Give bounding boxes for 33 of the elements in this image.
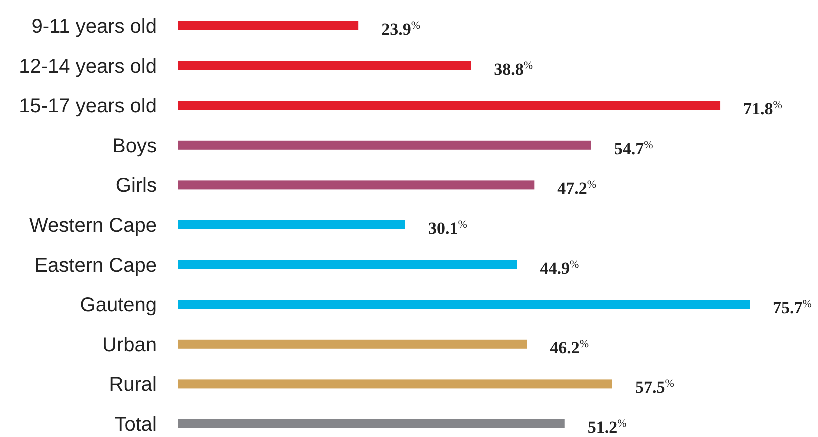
y-tick-label: Boys — [112, 135, 157, 158]
y-tick-label: Girls — [116, 175, 157, 198]
data-label: 47.2$^{%}$ — [558, 179, 597, 198]
data-label: 54.7$^{%}$ — [614, 139, 654, 158]
y-tick-label: 15-17 years old — [19, 96, 157, 118]
y-tick-label: Rural — [109, 374, 157, 396]
bar — [178, 340, 528, 349]
y-tick-label: 9-11 years old — [32, 16, 157, 38]
data-label: 44.9$^{%}$ — [540, 258, 580, 278]
bar — [178, 420, 565, 428]
data-label: 57.5$^{%}$ — [635, 378, 674, 398]
y-tick-label: Gauteng — [80, 294, 157, 317]
y-tick-label: Eastern Cape — [34, 254, 157, 277]
bar — [178, 380, 612, 389]
data-label: 46.2$^{%}$ — [550, 338, 590, 358]
y-tick-label: 12-14 years old — [19, 56, 157, 78]
y-tick-label: Urban — [102, 334, 157, 356]
bar — [178, 300, 750, 310]
bar — [178, 140, 592, 150]
bar — [178, 260, 518, 270]
data-label: 30.1$^{%}$ — [428, 219, 468, 238]
y-tick-label: Western Cape — [30, 215, 157, 237]
bar — [178, 101, 721, 110]
data-label: 38.8$^{%}$ — [494, 60, 534, 79]
bar — [178, 180, 535, 190]
data-label: 75.7$^{%}$ — [773, 298, 812, 318]
bar — [178, 220, 406, 230]
data-label: 71.8$^{%}$ — [744, 100, 782, 119]
y-tick-label: Total — [114, 414, 157, 436]
data-label: 51.2$^{%}$ — [588, 418, 627, 437]
bar — [178, 22, 359, 30]
bar — [178, 61, 472, 70]
data-label: 23.9$^{%}$ — [382, 20, 421, 39]
